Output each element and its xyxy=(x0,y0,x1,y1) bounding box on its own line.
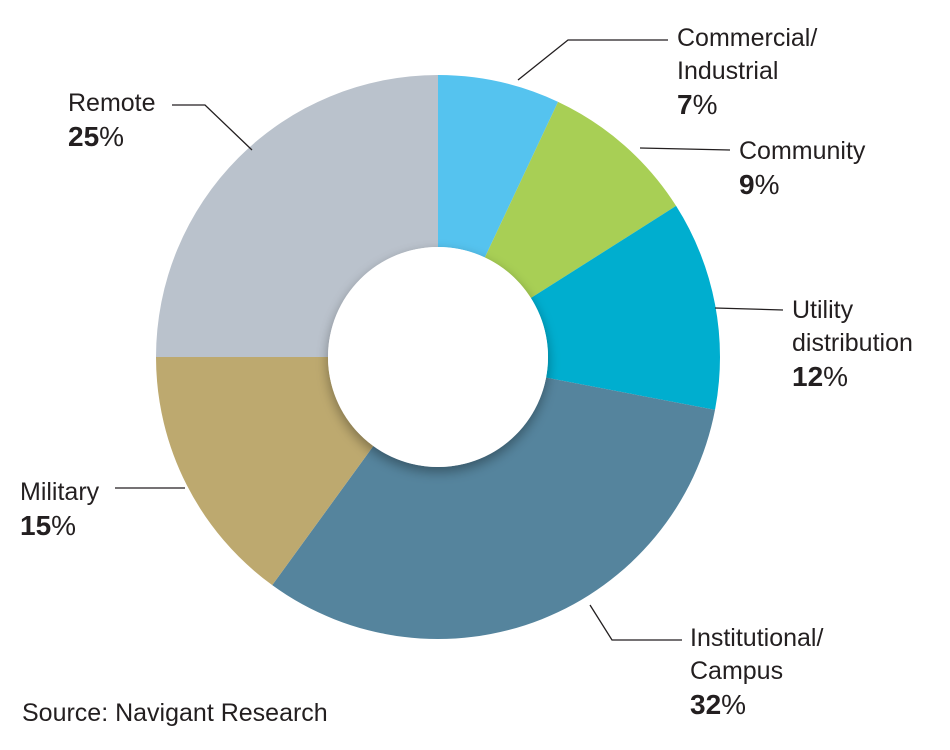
slice-4 xyxy=(156,357,374,586)
slice-name: Remote xyxy=(68,89,156,117)
source-note: Source: Navigant Research xyxy=(22,699,328,727)
slice-name: Community xyxy=(739,137,866,165)
slice-percent: 32% xyxy=(690,689,747,720)
label-community: Community 9% xyxy=(739,135,865,201)
slice-percent: 15% xyxy=(20,510,77,541)
slice-1 xyxy=(484,101,677,299)
leader-line-0 xyxy=(517,39,668,81)
label-institutional-campus: Institutional/ Campus 32% xyxy=(690,622,823,721)
label-commercial-industrial: Commercial/ Industrial 7% xyxy=(677,22,817,121)
slice-percent: 25% xyxy=(68,121,125,152)
slice-name: Commercial/ Industrial xyxy=(677,24,818,85)
slice-0 xyxy=(438,75,559,258)
leader-line-1 xyxy=(639,147,731,151)
slice-3 xyxy=(272,377,716,639)
slice-percent: 9% xyxy=(739,169,780,200)
donut-hole xyxy=(328,247,548,467)
slice-name: Military xyxy=(20,478,100,506)
leader-line-5 xyxy=(172,104,253,151)
label-remote: Remote 25% xyxy=(68,87,156,153)
slice-5 xyxy=(156,75,438,357)
slice-2 xyxy=(530,205,720,410)
slices-group xyxy=(156,75,720,639)
slice-name: Utility distribution xyxy=(792,296,913,357)
label-military: Military 15% xyxy=(20,476,99,542)
leader-line-2 xyxy=(714,307,784,311)
leader-line-3 xyxy=(589,604,682,641)
label-utility-distribution: Utility distribution 12% xyxy=(792,294,913,393)
leader-lines xyxy=(115,39,784,641)
slice-percent: 12% xyxy=(792,361,849,392)
slice-name: Institutional/ Campus xyxy=(690,624,824,685)
slice-percent: 7% xyxy=(677,89,718,120)
